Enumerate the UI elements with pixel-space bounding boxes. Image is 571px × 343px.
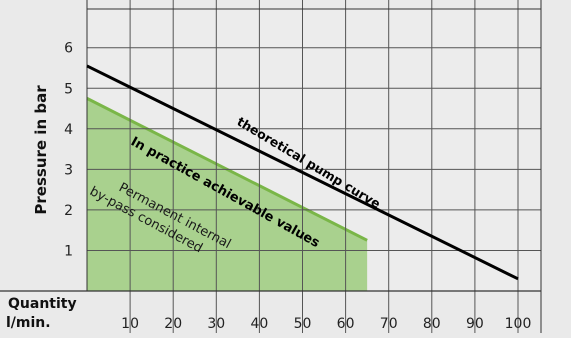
x-axis-label: Quantity l/min.: [6, 296, 77, 331]
line-layer: [86, 64, 519, 281]
y-tick-label: 6: [64, 41, 73, 57]
x-tick-label: 60: [337, 316, 355, 332]
x-tick-label: 100: [505, 316, 532, 332]
x-axis-label-line: Quantity: [8, 296, 77, 312]
x-tick-label: 90: [466, 316, 484, 332]
y-tick-label: 3: [64, 162, 73, 178]
y-tick-label: 4: [64, 122, 73, 138]
y-tick-label: 5: [64, 81, 73, 97]
x-tick-label: 80: [423, 316, 441, 332]
y-tick-label: 1: [64, 243, 73, 259]
x-tick-label: 70: [380, 316, 398, 332]
x-tick-label: 20: [164, 316, 182, 332]
grid-layer: [0, 0, 542, 333]
y-axis-label: Pressure in bar: [32, 85, 50, 215]
y-tick-label: 2: [64, 203, 73, 219]
x-tick-label: 40: [250, 316, 268, 332]
x-axis-label-line: l/min.: [6, 315, 51, 331]
area-practice-values: [87, 98, 368, 291]
x-tick-label: 50: [294, 316, 312, 332]
tick-layer: 10 20 30 40 50 60 70 80 90 100 1 2 3 4 5 6: [64, 41, 531, 332]
x-tick-label: 30: [207, 316, 225, 332]
x-tick-label: 10: [121, 316, 139, 332]
series-line-theoretical: [86, 64, 519, 281]
